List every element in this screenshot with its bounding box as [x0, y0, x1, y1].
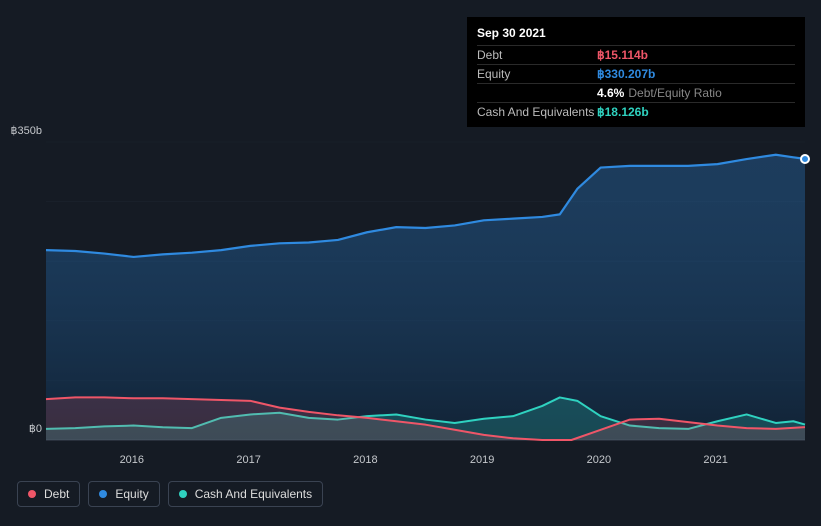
tooltip-row-label: Debt: [477, 49, 597, 61]
chart-legend: Debt Equity Cash And Equivalents: [17, 481, 323, 507]
legend-item[interactable]: Equity: [88, 481, 159, 507]
tooltip-row-extra: Debt/Equity Ratio: [628, 87, 721, 99]
tooltip-row: 4.6% Debt/Equity Ratio: [477, 83, 795, 102]
tooltip-row: Cash And Equivalents฿18.126b: [477, 102, 795, 121]
tooltip-row-value: ฿15.114b: [597, 49, 648, 61]
chart-tooltip: Sep 30 2021 Debt฿15.114bEquity฿330.207b4…: [467, 17, 805, 127]
tooltip-row: Debt฿15.114b: [477, 45, 795, 64]
y-axis-tick-min: ฿0: [2, 422, 42, 435]
legend-label: Debt: [44, 487, 69, 501]
tooltip-row-label: Equity: [477, 68, 597, 80]
legend-label: Cash And Equivalents: [195, 487, 312, 501]
legend-item[interactable]: Debt: [17, 481, 80, 507]
tooltip-row-label: Cash And Equivalents: [477, 106, 597, 118]
hover-marker: [800, 154, 810, 164]
x-axis-tick: 2016: [120, 454, 144, 466]
x-axis-tick: 2019: [470, 454, 494, 466]
x-axis-tick: 2017: [236, 454, 260, 466]
legend-item[interactable]: Cash And Equivalents: [168, 481, 323, 507]
legend-label: Equity: [115, 487, 148, 501]
financials-chart: ฿350b ฿0 2016 2017 2018 2019 2020 2021 Sep 30…: [0, 0, 821, 526]
tooltip-row-value: ฿330.207b: [597, 68, 655, 80]
legend-dot-icon: [99, 490, 107, 498]
x-axis-tick: 2018: [353, 454, 377, 466]
tooltip-row-value: ฿18.126b: [597, 106, 649, 118]
x-axis-tick: 2021: [703, 454, 727, 466]
tooltip-row: Equity฿330.207b: [477, 64, 795, 83]
x-axis-tick: 2020: [587, 454, 611, 466]
tooltip-date: Sep 30 2021: [477, 23, 795, 45]
y-axis-tick-max: ฿350b: [2, 124, 42, 137]
legend-dot-icon: [179, 490, 187, 498]
legend-dot-icon: [28, 490, 36, 498]
tooltip-row-value: 4.6%: [597, 87, 624, 99]
